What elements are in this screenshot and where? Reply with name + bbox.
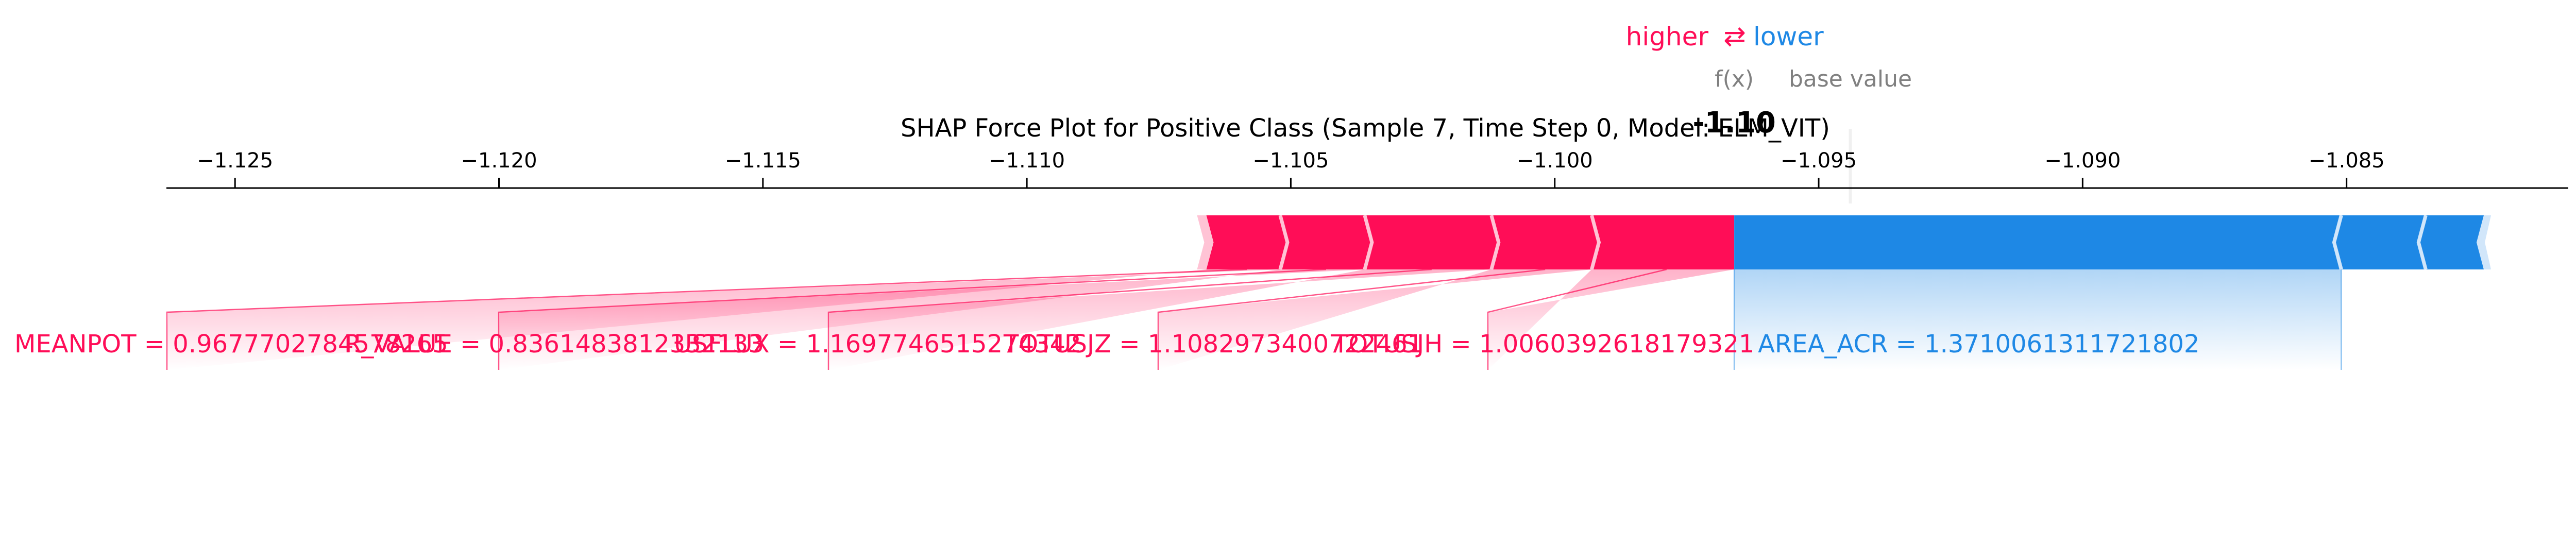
positive-tail (1197, 215, 1214, 269)
fx-value: -1.10 (1692, 106, 1775, 140)
positive-feature-label: R_VALUE = 0.8361483812332133 (344, 330, 764, 359)
legend-lower: lower (1753, 22, 1824, 52)
positive-feature-label: MEANPOT = 0.9677702784578265 (14, 330, 448, 359)
positive-connector-fill (1158, 269, 1592, 370)
bar-separator (2332, 215, 2343, 270)
x-tick-label: −1.110 (989, 149, 1065, 173)
positive-connector-line (827, 268, 1432, 370)
positive-connector-fill (828, 269, 1492, 370)
legend-arrow-icon: ⇄ (1723, 21, 1746, 52)
bar-separator (1489, 215, 1501, 270)
bar-separator (1590, 215, 1601, 270)
x-tick-label: −1.105 (1252, 149, 1329, 173)
negative-connector-fill (1734, 269, 2342, 370)
positive-connector-fill (167, 269, 1280, 370)
positive-connector-line (498, 268, 1326, 370)
x-tick-label: −1.090 (2044, 149, 2121, 173)
negative-feature-bar (2334, 215, 2426, 269)
chart-title: SHAP Force Plot for Positive Class (Samp… (901, 114, 1830, 143)
base-value-label: base value (1789, 66, 1912, 92)
fx-label: f(x) (1715, 66, 1754, 92)
x-tick-label: −1.100 (1517, 149, 1593, 173)
positive-connector-line (166, 268, 1247, 370)
positive-feature-label: TOTUSJZ = 1.1082973400722461 (1003, 330, 1423, 359)
negative-feature-label: AREA_ACR = 1.3710061311721802 (1758, 330, 2199, 359)
positive-feature-bar (1364, 215, 1499, 269)
feature-connectors (166, 268, 2342, 370)
positive-feature-bar (1491, 215, 1599, 269)
negative-tail (2477, 215, 2492, 269)
x-tick-label: −1.120 (461, 149, 537, 173)
positive-connector-line (1157, 268, 1546, 370)
x-axis: −1.125 −1.120 −1.115 −1.110 −1.105 −1.100 −1.0… (166, 149, 2568, 189)
bar-separator (1363, 215, 1374, 270)
x-tick-label: −1.095 (1781, 149, 1857, 173)
bar-separator (2416, 215, 2428, 270)
positive-feature-label: USFLUX = 1.1697746515274342 (674, 330, 1081, 359)
positive-feature-bar (1591, 215, 1735, 269)
force-bars (1197, 215, 2492, 270)
x-tick-label: −1.125 (197, 149, 273, 173)
negative-feature-bar (1734, 215, 2342, 269)
positive-connector-line (1487, 268, 1667, 370)
bar-separator (1278, 215, 1290, 270)
negative-feature-bar (2418, 215, 2484, 269)
legend-higher: higher (1626, 22, 1709, 52)
positive-feature-bar (1280, 215, 1372, 269)
positive-feature-label: TOTUSJH = 1.0060392618179321 (1333, 330, 1754, 359)
positive-connector-fill (499, 269, 1365, 370)
x-tick-label: −1.115 (725, 149, 801, 173)
positive-feature-bar (1206, 215, 1287, 269)
legend: higher ⇄ lower (1626, 21, 1824, 52)
x-tick-label: −1.085 (2309, 149, 2385, 173)
positive-connector-fill (1488, 269, 1735, 370)
